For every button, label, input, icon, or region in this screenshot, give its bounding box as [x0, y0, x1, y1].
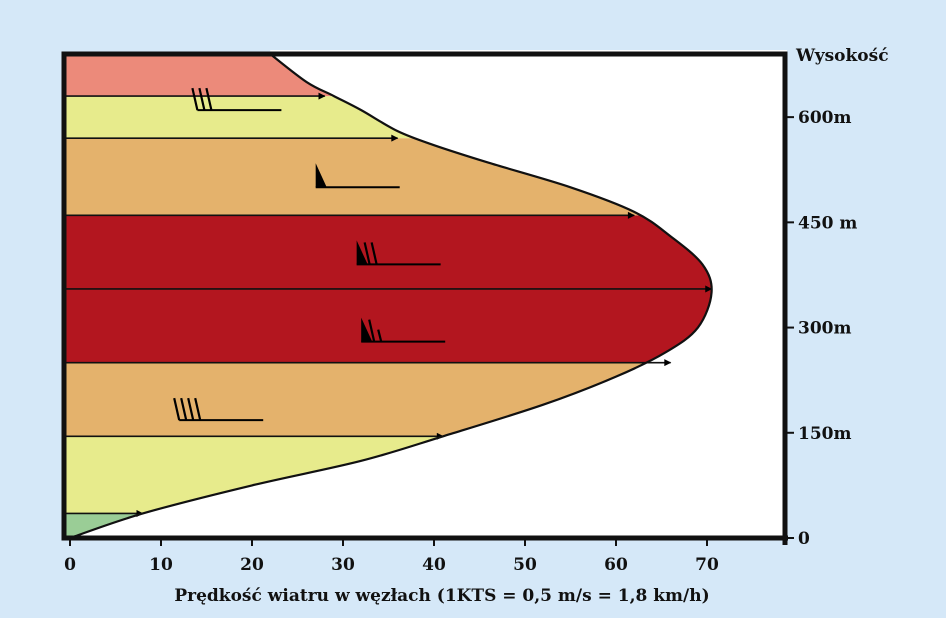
y-axis-title: Wysokość — [795, 46, 889, 66]
wind-barb-3 — [315, 163, 400, 189]
x-tick-label-2: 20 — [240, 555, 264, 575]
y-tick-label-3: 450 m — [798, 213, 857, 233]
wind-barb-2 — [356, 240, 441, 266]
x-axis-title: Prędkość wiatru w węzłach (1KTS = 0,5 m/… — [174, 586, 709, 606]
wind-barb-1 — [361, 317, 446, 343]
y-tick-label-0: 0 — [798, 529, 810, 549]
x-tick-label-1: 10 — [149, 555, 173, 575]
wind-barb-0 — [173, 397, 264, 422]
x-tick-label-7: 70 — [695, 555, 719, 575]
wind-barbs — [173, 87, 446, 422]
wind-profile-curve — [69, 53, 713, 540]
x-axis-ticks: 0 10 20 30 40 50 60 70 — [64, 538, 719, 575]
wind-barb-4 — [191, 87, 282, 112]
x-tick-label-6: 60 — [604, 555, 628, 575]
x-tick-label-4: 40 — [422, 555, 446, 575]
y-axis-ticks: 0 150m 300m 450 m 600m — [785, 108, 857, 549]
x-tick-label-5: 50 — [513, 555, 537, 575]
band-separators — [64, 92, 713, 517]
profile-mask — [70, 50, 787, 540]
y-tick-label-1: 150m — [798, 424, 851, 444]
x-tick-label-0: 0 — [64, 555, 76, 575]
y-tick-label-4: 600m — [798, 108, 851, 128]
y-tick-label-2: 300m — [798, 319, 851, 339]
x-tick-label-3: 30 — [331, 555, 355, 575]
